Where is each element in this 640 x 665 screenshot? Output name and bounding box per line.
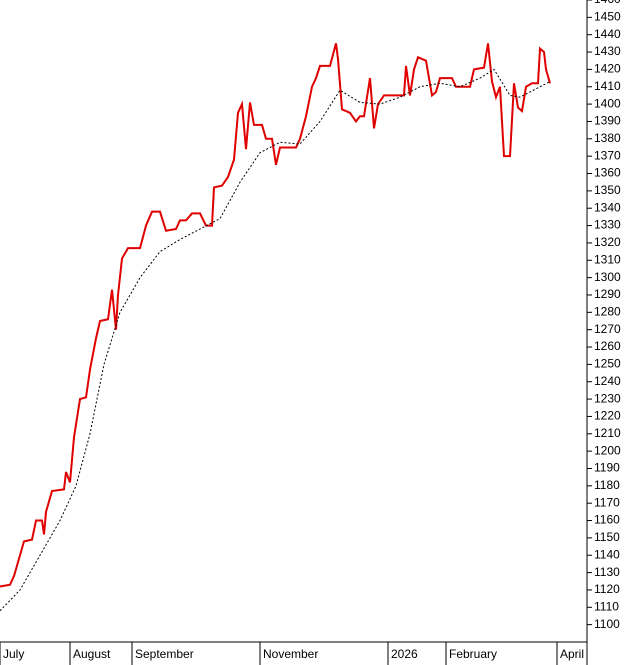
y-tick-label: 1110 — [594, 599, 619, 613]
x-tick-label: February — [449, 647, 497, 661]
y-tick-label: 1290 — [594, 287, 621, 301]
y-tick-label: 1380 — [594, 131, 621, 145]
y-tick-label: 1430 — [594, 44, 621, 58]
y-tick-label: 1160 — [594, 513, 620, 527]
y-tick-label: 1120 — [594, 582, 620, 596]
y-tick-label: 1230 — [594, 391, 621, 405]
y-tick-label: 1450 — [594, 10, 621, 24]
y-tick-label: 1200 — [594, 443, 621, 457]
y-tick-label: 1410 — [594, 79, 621, 93]
y-tick-label: 1460 — [594, 0, 621, 6]
x-tick-label: September — [135, 647, 194, 661]
price-line — [0, 68, 551, 612]
y-tick-label: 1440 — [594, 27, 621, 41]
y-tick-label: 1220 — [594, 409, 621, 423]
y-tick-label: 1350 — [594, 183, 621, 197]
y-tick-label: 1340 — [594, 200, 621, 214]
y-tick-label: 1320 — [594, 235, 621, 249]
y-tick-label: 1100 — [594, 617, 620, 631]
x-tick-label: November — [263, 647, 318, 661]
y-tick-label: 1420 — [594, 62, 621, 76]
y-tick-label: 1300 — [594, 270, 621, 284]
y-tick-label: 1150 — [594, 530, 620, 544]
y-tick-label: 1400 — [594, 96, 621, 110]
x-tick-label: April — [560, 647, 584, 661]
y-tick-label: 1190 — [594, 461, 620, 475]
y-tick-label: 1280 — [594, 304, 621, 318]
y-tick-label: 1210 — [594, 426, 621, 440]
y-tick-label: 1330 — [594, 218, 621, 232]
y-tick-label: 1260 — [594, 339, 621, 353]
y-tick-label: 1140 — [594, 547, 620, 561]
y-tick-label: 1250 — [594, 357, 621, 371]
y-tick-label: 1360 — [594, 166, 621, 180]
price-line — [0, 43, 551, 588]
y-tick-label: 1180 — [594, 478, 620, 492]
x-tick-label: 2026 — [391, 647, 418, 661]
x-tick-label: August — [73, 647, 111, 661]
y-tick-label: 1270 — [594, 322, 621, 336]
y-tick-label: 1390 — [594, 114, 621, 128]
y-tick-label: 1170 — [594, 495, 620, 509]
y-tick-label: 1240 — [594, 374, 621, 388]
y-tick-label: 1310 — [594, 252, 621, 266]
x-tick-label: July — [3, 647, 24, 661]
y-tick-label: 1370 — [594, 148, 621, 162]
y-tick-label: 1130 — [594, 565, 620, 579]
